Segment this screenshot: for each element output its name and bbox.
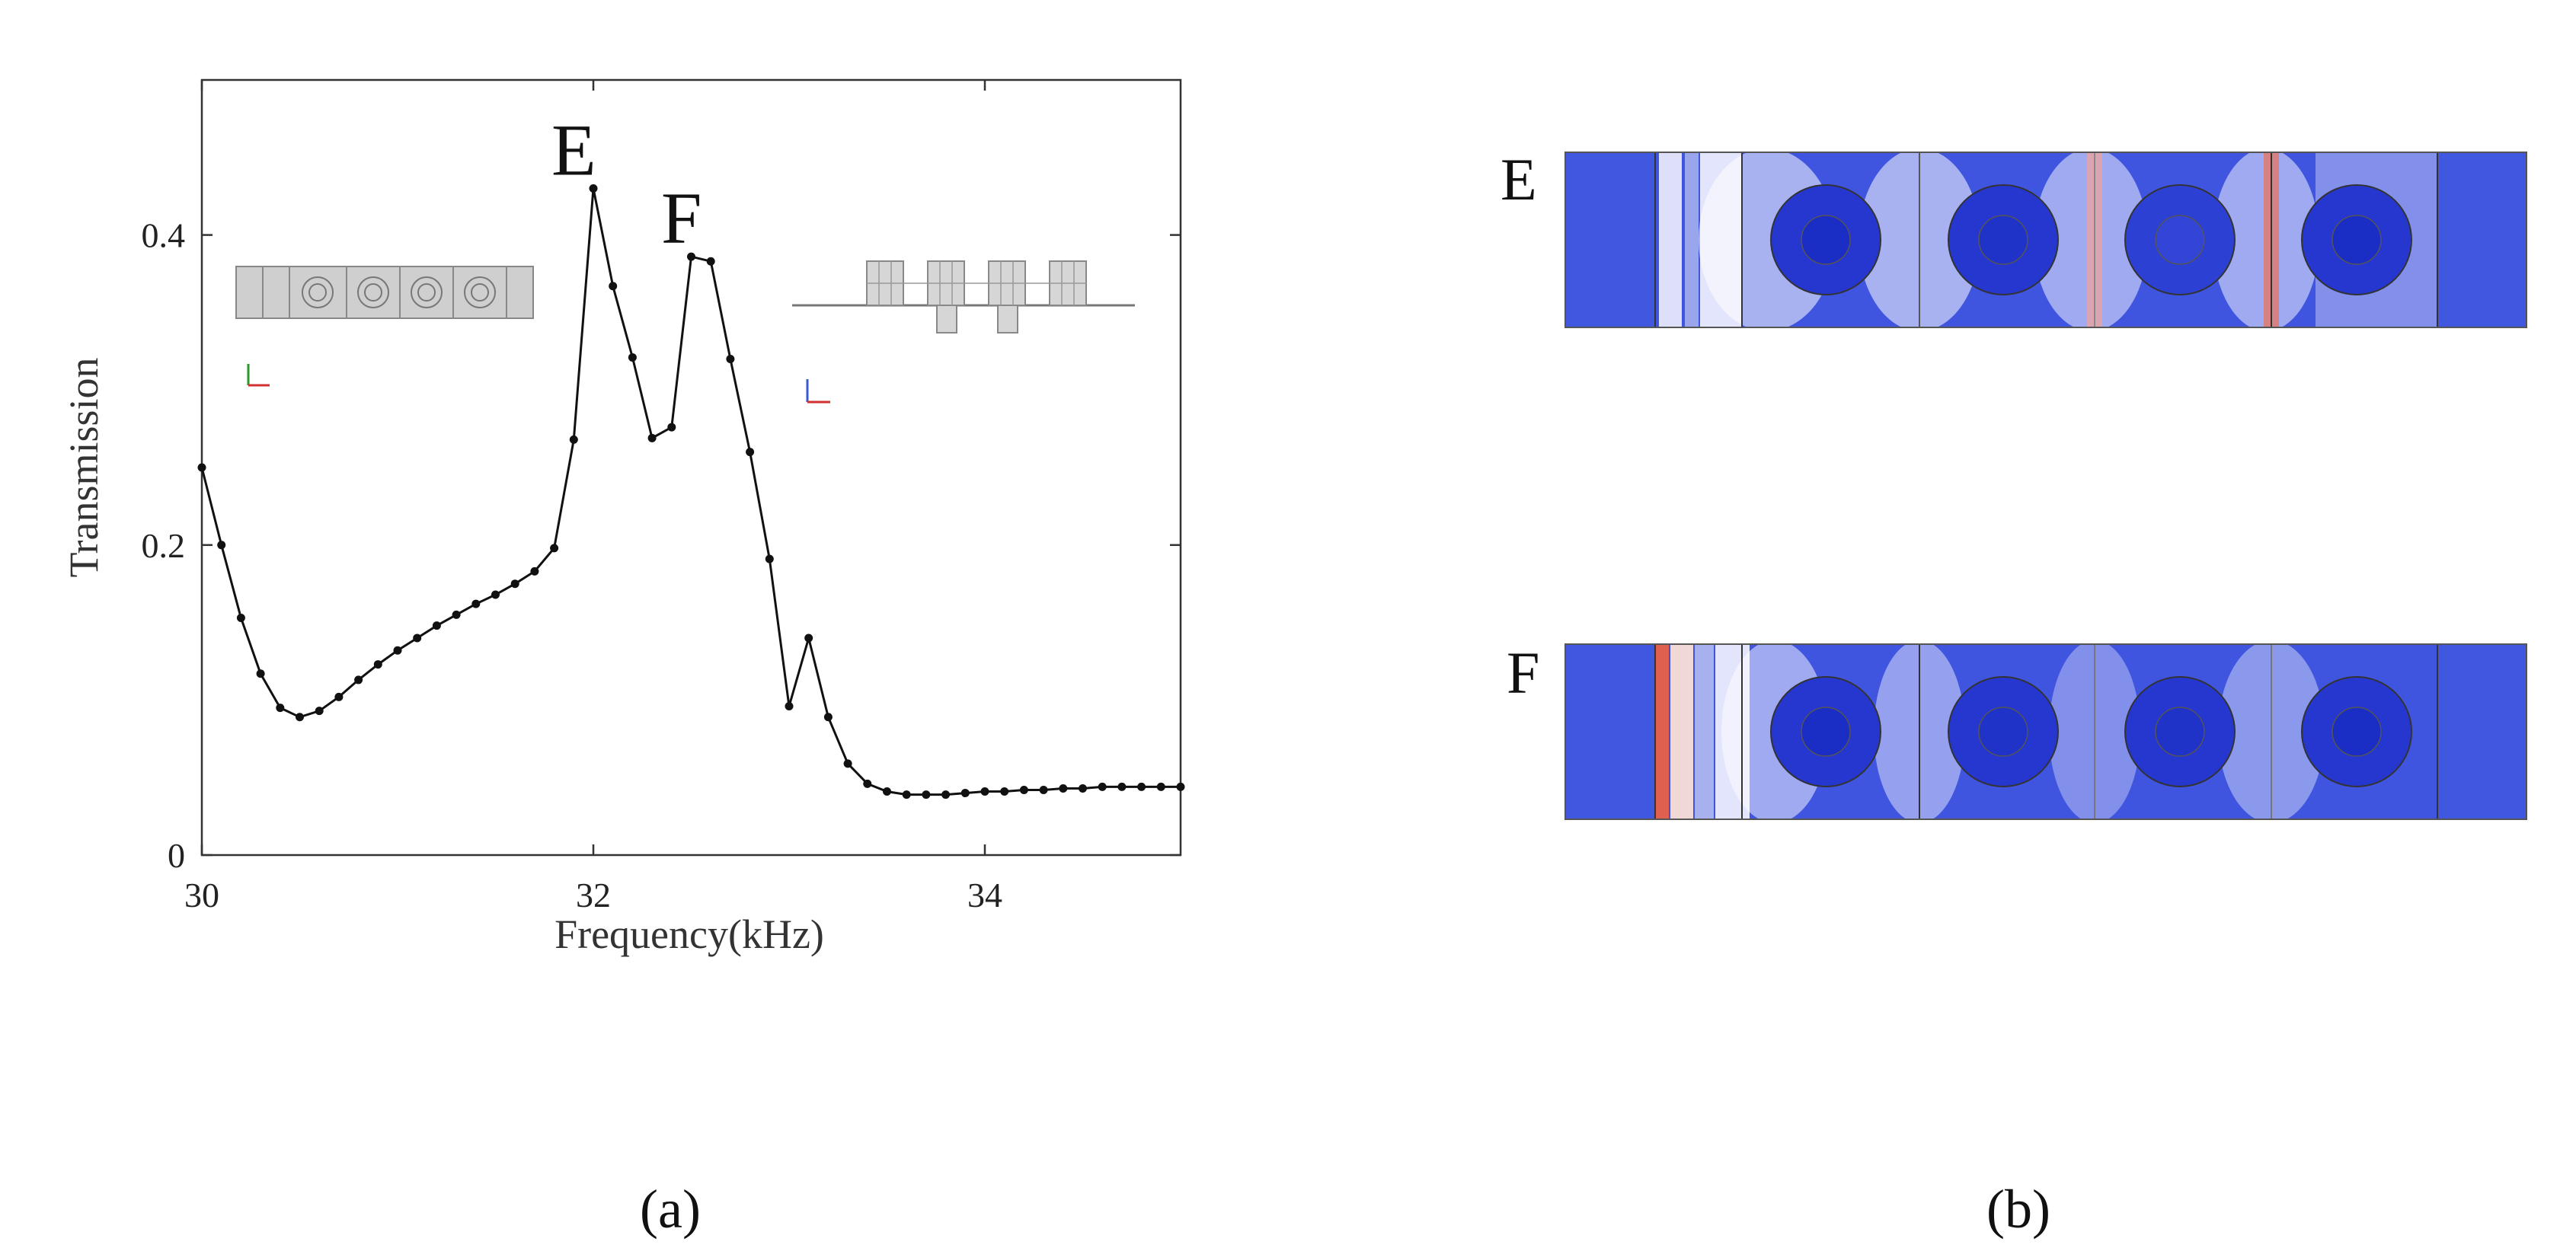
field-map-panel-b: E bbox=[1501, 146, 2527, 823]
data-point bbox=[628, 353, 637, 362]
data-point bbox=[530, 566, 539, 576]
data-point bbox=[785, 702, 794, 711]
data-point bbox=[746, 448, 755, 457]
data-point bbox=[647, 433, 657, 442]
data-point bbox=[922, 790, 931, 799]
field-map-2: F bbox=[1507, 640, 2527, 823]
y-tick-label: 0.4 bbox=[142, 216, 186, 255]
peak-label: F bbox=[661, 177, 702, 259]
field-map-2-label: F bbox=[1507, 640, 1539, 706]
data-point bbox=[491, 590, 500, 599]
data-point bbox=[1039, 785, 1048, 794]
data-point bbox=[960, 789, 970, 798]
axis-ticks bbox=[200, 80, 1181, 857]
y-axis-label: Transmission bbox=[61, 357, 107, 577]
data-point bbox=[432, 621, 441, 630]
data-point bbox=[706, 257, 715, 266]
x-tick-label: 30 bbox=[184, 876, 219, 914]
data-point bbox=[1079, 783, 1087, 793]
x-axis-label: Frequency(kHz) bbox=[555, 911, 824, 957]
data-point bbox=[804, 633, 813, 643]
data-point bbox=[609, 282, 618, 291]
data-point bbox=[883, 787, 891, 796]
data-point bbox=[197, 463, 206, 472]
data-point bbox=[276, 704, 285, 713]
data-point bbox=[589, 184, 598, 193]
inset-side-view bbox=[792, 260, 1135, 404]
data-points bbox=[197, 184, 1185, 799]
data-point bbox=[726, 354, 735, 363]
field-map-1: E bbox=[1501, 146, 2527, 331]
data-point bbox=[843, 759, 852, 768]
peak-label: E bbox=[551, 110, 596, 191]
chart-panel-a: 30 32 34 0 0.2 0.4 Frequency(kHz) Transmissio… bbox=[61, 78, 1185, 957]
data-point bbox=[1176, 782, 1185, 791]
x-tick-label: 34 bbox=[967, 876, 1002, 914]
data-point bbox=[765, 554, 774, 563]
data-point bbox=[393, 646, 402, 655]
data-point bbox=[256, 669, 265, 678]
data-point bbox=[863, 779, 872, 788]
tick-labels: 30 32 34 0 0.2 0.4 bbox=[142, 216, 1003, 914]
panel-label-a: (a) bbox=[640, 1179, 701, 1240]
data-point bbox=[980, 787, 989, 796]
data-point bbox=[1000, 787, 1009, 796]
data-point bbox=[354, 675, 363, 685]
data-point bbox=[334, 692, 344, 701]
data-point bbox=[296, 713, 304, 722]
y-tick-label: 0 bbox=[168, 836, 185, 875]
inset-top-view bbox=[235, 266, 534, 387]
panel-label-b: (b) bbox=[1986, 1179, 2050, 1240]
data-point bbox=[373, 660, 382, 669]
data-point bbox=[452, 610, 461, 619]
data-point bbox=[315, 707, 324, 716]
data-point bbox=[413, 633, 422, 643]
data-point bbox=[1019, 785, 1028, 794]
data-point bbox=[1098, 782, 1107, 791]
data-point bbox=[667, 423, 676, 432]
data-point bbox=[550, 544, 559, 553]
data-point bbox=[1117, 782, 1127, 791]
data-point bbox=[1059, 783, 1068, 793]
data-point bbox=[217, 541, 226, 550]
data-point bbox=[902, 790, 911, 799]
data-point bbox=[510, 579, 519, 589]
data-point bbox=[823, 713, 833, 722]
field-map-1-label: E bbox=[1501, 146, 1537, 212]
data-point bbox=[1156, 782, 1165, 791]
data-point bbox=[941, 790, 951, 799]
y-tick-label: 0.2 bbox=[142, 526, 186, 565]
data-point bbox=[236, 613, 245, 622]
peak-annotations: EF bbox=[551, 110, 702, 260]
data-point bbox=[569, 435, 578, 444]
data-point bbox=[687, 252, 695, 261]
data-point bbox=[1137, 782, 1146, 791]
data-point bbox=[471, 599, 481, 608]
x-tick-label: 32 bbox=[576, 876, 611, 914]
